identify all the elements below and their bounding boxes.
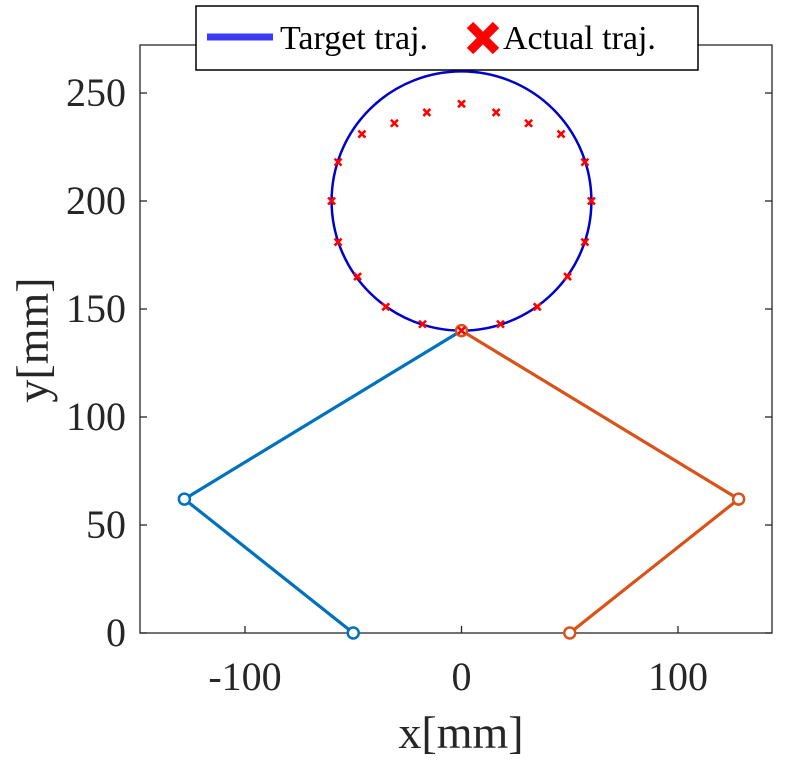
actual-point-marker [457,99,466,109]
actual-point-marker [496,319,505,329]
y-tick-label: 200 [66,178,126,223]
actual-point-marker [457,326,466,336]
actual-point-marker [563,272,573,282]
actual-point-marker [422,108,432,117]
x-tick-label: 0 [452,654,472,699]
right-joint-marker [563,626,577,640]
tick-labels: -100 0 100 0 50 100 150 200 250 [66,70,708,699]
actual-point-marker [357,129,367,139]
actual-point-marker [524,118,534,128]
left-joint-marker [177,492,192,506]
actual-point-marker [418,319,427,329]
actual-point-marker [333,157,343,167]
y-axis-label: y[mm] [7,277,58,402]
actual-point-marker [556,129,566,139]
legend-actual-label: Actual traj. [503,20,656,57]
actual-point-marker [491,108,501,117]
linkage-layer [177,323,746,640]
legend: Target traj. Actual traj. [195,5,699,71]
x-tick-label: 100 [648,654,708,699]
legend-target-label: Target traj. [280,20,428,57]
actual-point-marker [580,157,590,167]
legend-box [195,5,699,71]
actual-point-marker [353,272,362,282]
actual-point-marker [389,118,399,128]
x-axis-label: x[mm] [398,707,523,758]
y-tick-label: 100 [66,394,126,439]
left-joint-marker [346,626,360,640]
plot-area [139,44,773,634]
actual-point-marker [381,302,391,312]
y-tick-label: 0 [106,610,126,655]
actual-point-marker [327,196,337,206]
actual-point-marker [532,302,542,312]
x-tick-label: -100 [208,654,281,699]
y-tick-label: 250 [66,70,126,115]
actual-point-marker [586,196,596,206]
actual-trajectory-layer [327,99,596,336]
y-tick-label: 150 [66,286,126,331]
right-joint-marker [731,492,746,506]
legend-actual-swatch [466,21,500,55]
actual-point-marker [333,237,343,247]
actual-point-marker [580,237,590,247]
y-tick-label: 50 [86,502,126,547]
